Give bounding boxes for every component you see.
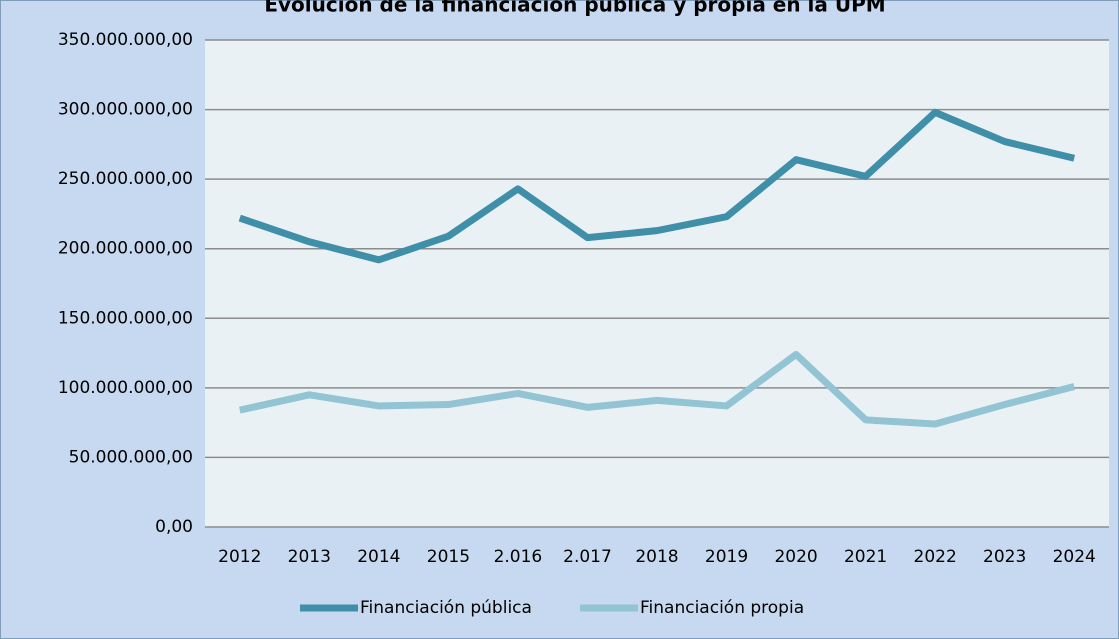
x-tick-label: 2.017 bbox=[563, 547, 612, 567]
x-tick-label: 2019 bbox=[705, 547, 748, 567]
x-tick-label: 2022 bbox=[914, 547, 957, 567]
x-tick-label: 2021 bbox=[844, 547, 887, 567]
legend-label: Financiación propia bbox=[640, 598, 804, 618]
x-tick-label: 2014 bbox=[357, 547, 400, 567]
x-tick-label: 2024 bbox=[1053, 547, 1096, 567]
x-tick-label: 2.016 bbox=[494, 547, 543, 567]
y-tick-label: 350.000.000,00 bbox=[58, 30, 193, 50]
data-line bbox=[239, 350, 1076, 428]
x-tick-label: 2012 bbox=[218, 547, 261, 567]
x-tick-label: 2018 bbox=[635, 547, 678, 567]
y-tick-label: 300.000.000,00 bbox=[58, 100, 193, 120]
legend-label: Financiación pública bbox=[360, 598, 532, 618]
plot-area bbox=[205, 40, 1109, 527]
y-tick-label: 0,00 bbox=[155, 517, 193, 537]
x-tick-label: 2013 bbox=[288, 547, 331, 567]
data-line bbox=[238, 108, 1076, 264]
y-tick-label: 200.000.000,00 bbox=[58, 239, 193, 259]
y-tick-label: 100.000.000,00 bbox=[58, 378, 193, 398]
x-tick-label: 2020 bbox=[774, 547, 817, 567]
y-tick-label: 250.000.000,00 bbox=[58, 169, 193, 189]
y-tick-label: 150.000.000,00 bbox=[58, 308, 193, 328]
x-tick-label: 2015 bbox=[427, 547, 470, 567]
y-tick-label: 50.000.000,00 bbox=[69, 447, 193, 467]
chart-title: Evolución de la financiación pública y p… bbox=[264, 0, 885, 17]
x-tick-label: 2023 bbox=[983, 547, 1026, 567]
